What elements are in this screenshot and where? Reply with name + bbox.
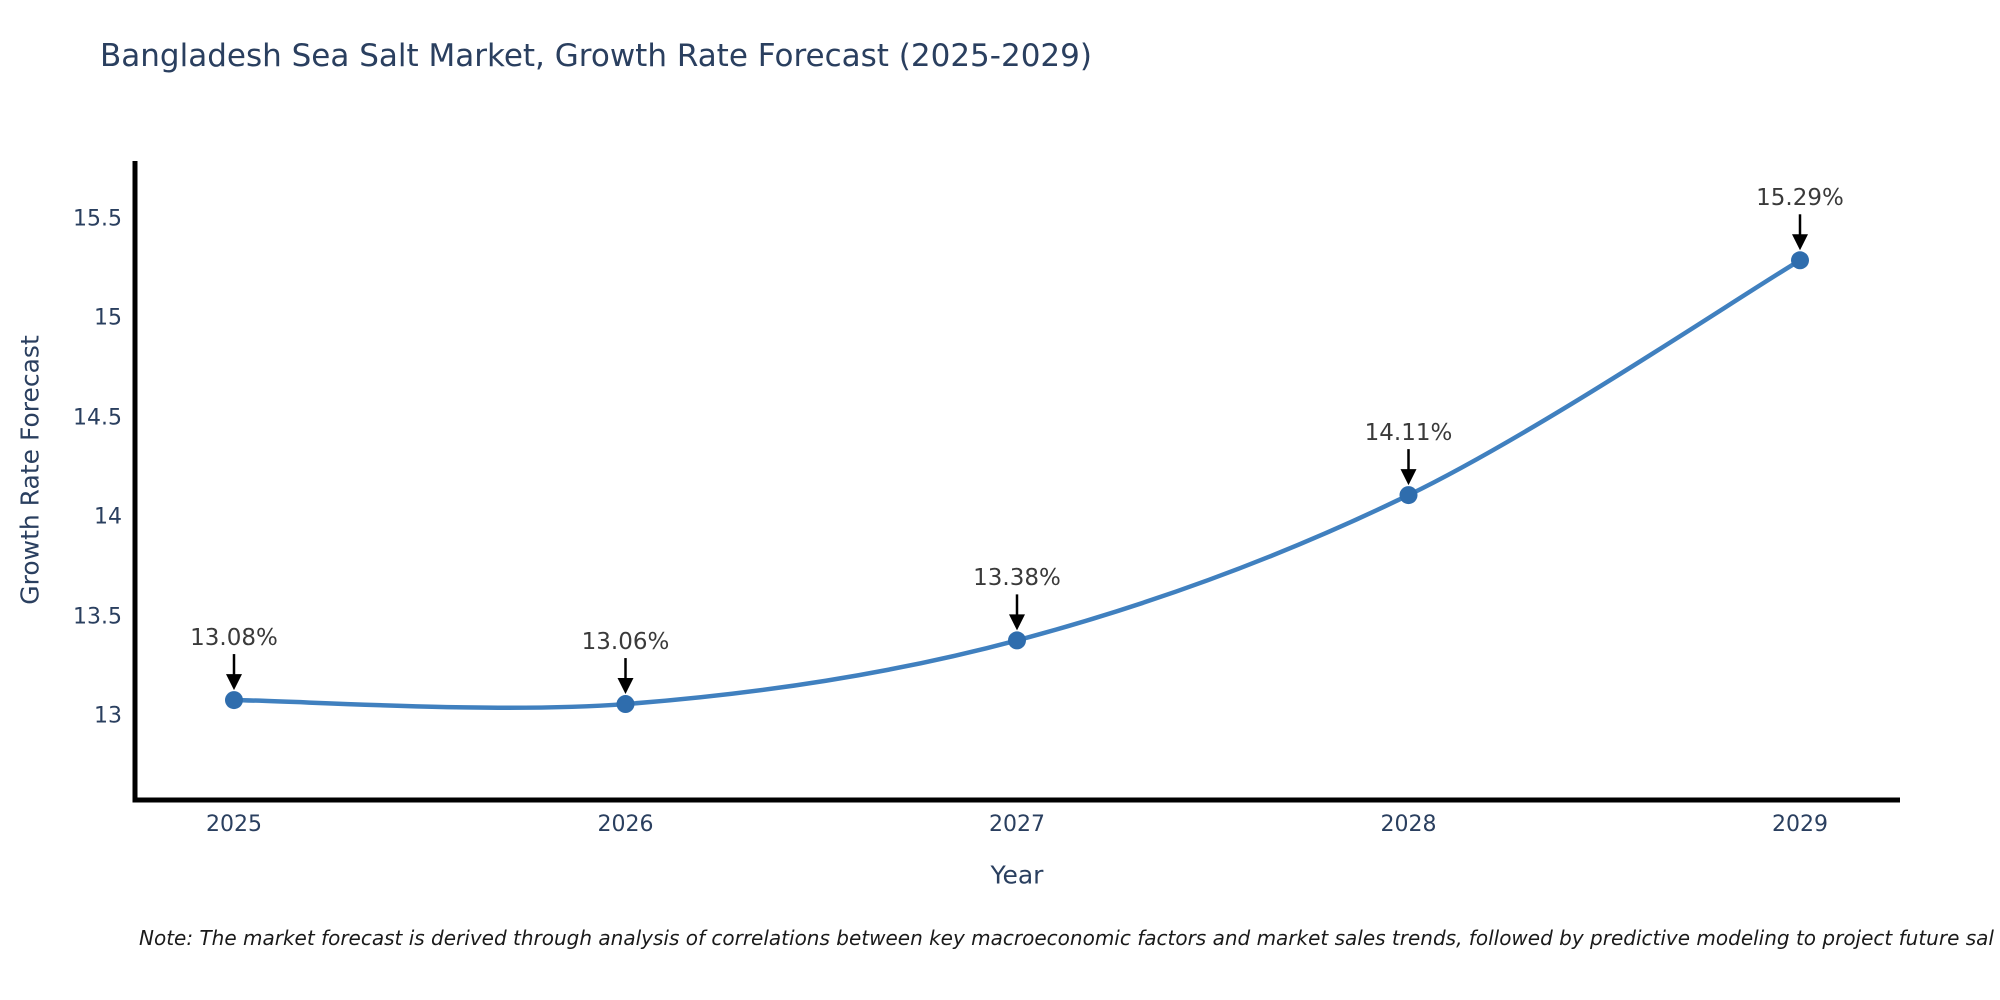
point-annotation: 14.11%	[1364, 420, 1453, 447]
annotation-arrow-head	[1400, 469, 1417, 486]
point-annotation: 13.38%	[973, 565, 1061, 592]
y-tick-label: 15	[94, 305, 122, 331]
y-tick-label: 13	[94, 703, 122, 729]
y-tick-label: 14.5	[73, 405, 122, 430]
data-point-marker	[1008, 631, 1026, 650]
x-tick-label: 2025	[206, 812, 262, 837]
data-point-marker	[616, 695, 635, 714]
data-point-marker	[225, 691, 243, 710]
axis-spine	[132, 161, 1900, 803]
x-tick-label: 2027	[989, 812, 1045, 837]
annotation-arrow-head	[226, 674, 242, 691]
point-annotation: 13.06%	[581, 629, 670, 656]
point-annotation: 15.29%	[1756, 185, 1844, 212]
y-tick-label: 14	[94, 504, 122, 530]
point-annotation: 13.08%	[190, 625, 278, 652]
annotation-arrow-head	[1792, 234, 1808, 251]
y-tick-label: 15.5	[73, 206, 122, 231]
x-tick-label: 2028	[1380, 812, 1437, 837]
x-axis-title: Year	[990, 860, 1044, 890]
x-tick-label: 2029	[1772, 812, 1828, 837]
trend-line	[233, 258, 1802, 710]
annotation-arrow-head	[1009, 614, 1025, 631]
annotation-arrow-head	[617, 678, 634, 695]
footnote: Note: The market forecast is derived thr…	[139, 926, 1994, 950]
data-point-marker	[1791, 251, 1809, 270]
y-tick-label: 13.5	[73, 604, 122, 629]
data-point-marker	[1399, 486, 1418, 505]
chart-title: Bangladesh Sea Salt Market, Growth Rate …	[100, 38, 1092, 74]
y-axis-title: Growth Rate Forecast	[15, 335, 45, 605]
x-tick-label: 2026	[597, 812, 654, 837]
